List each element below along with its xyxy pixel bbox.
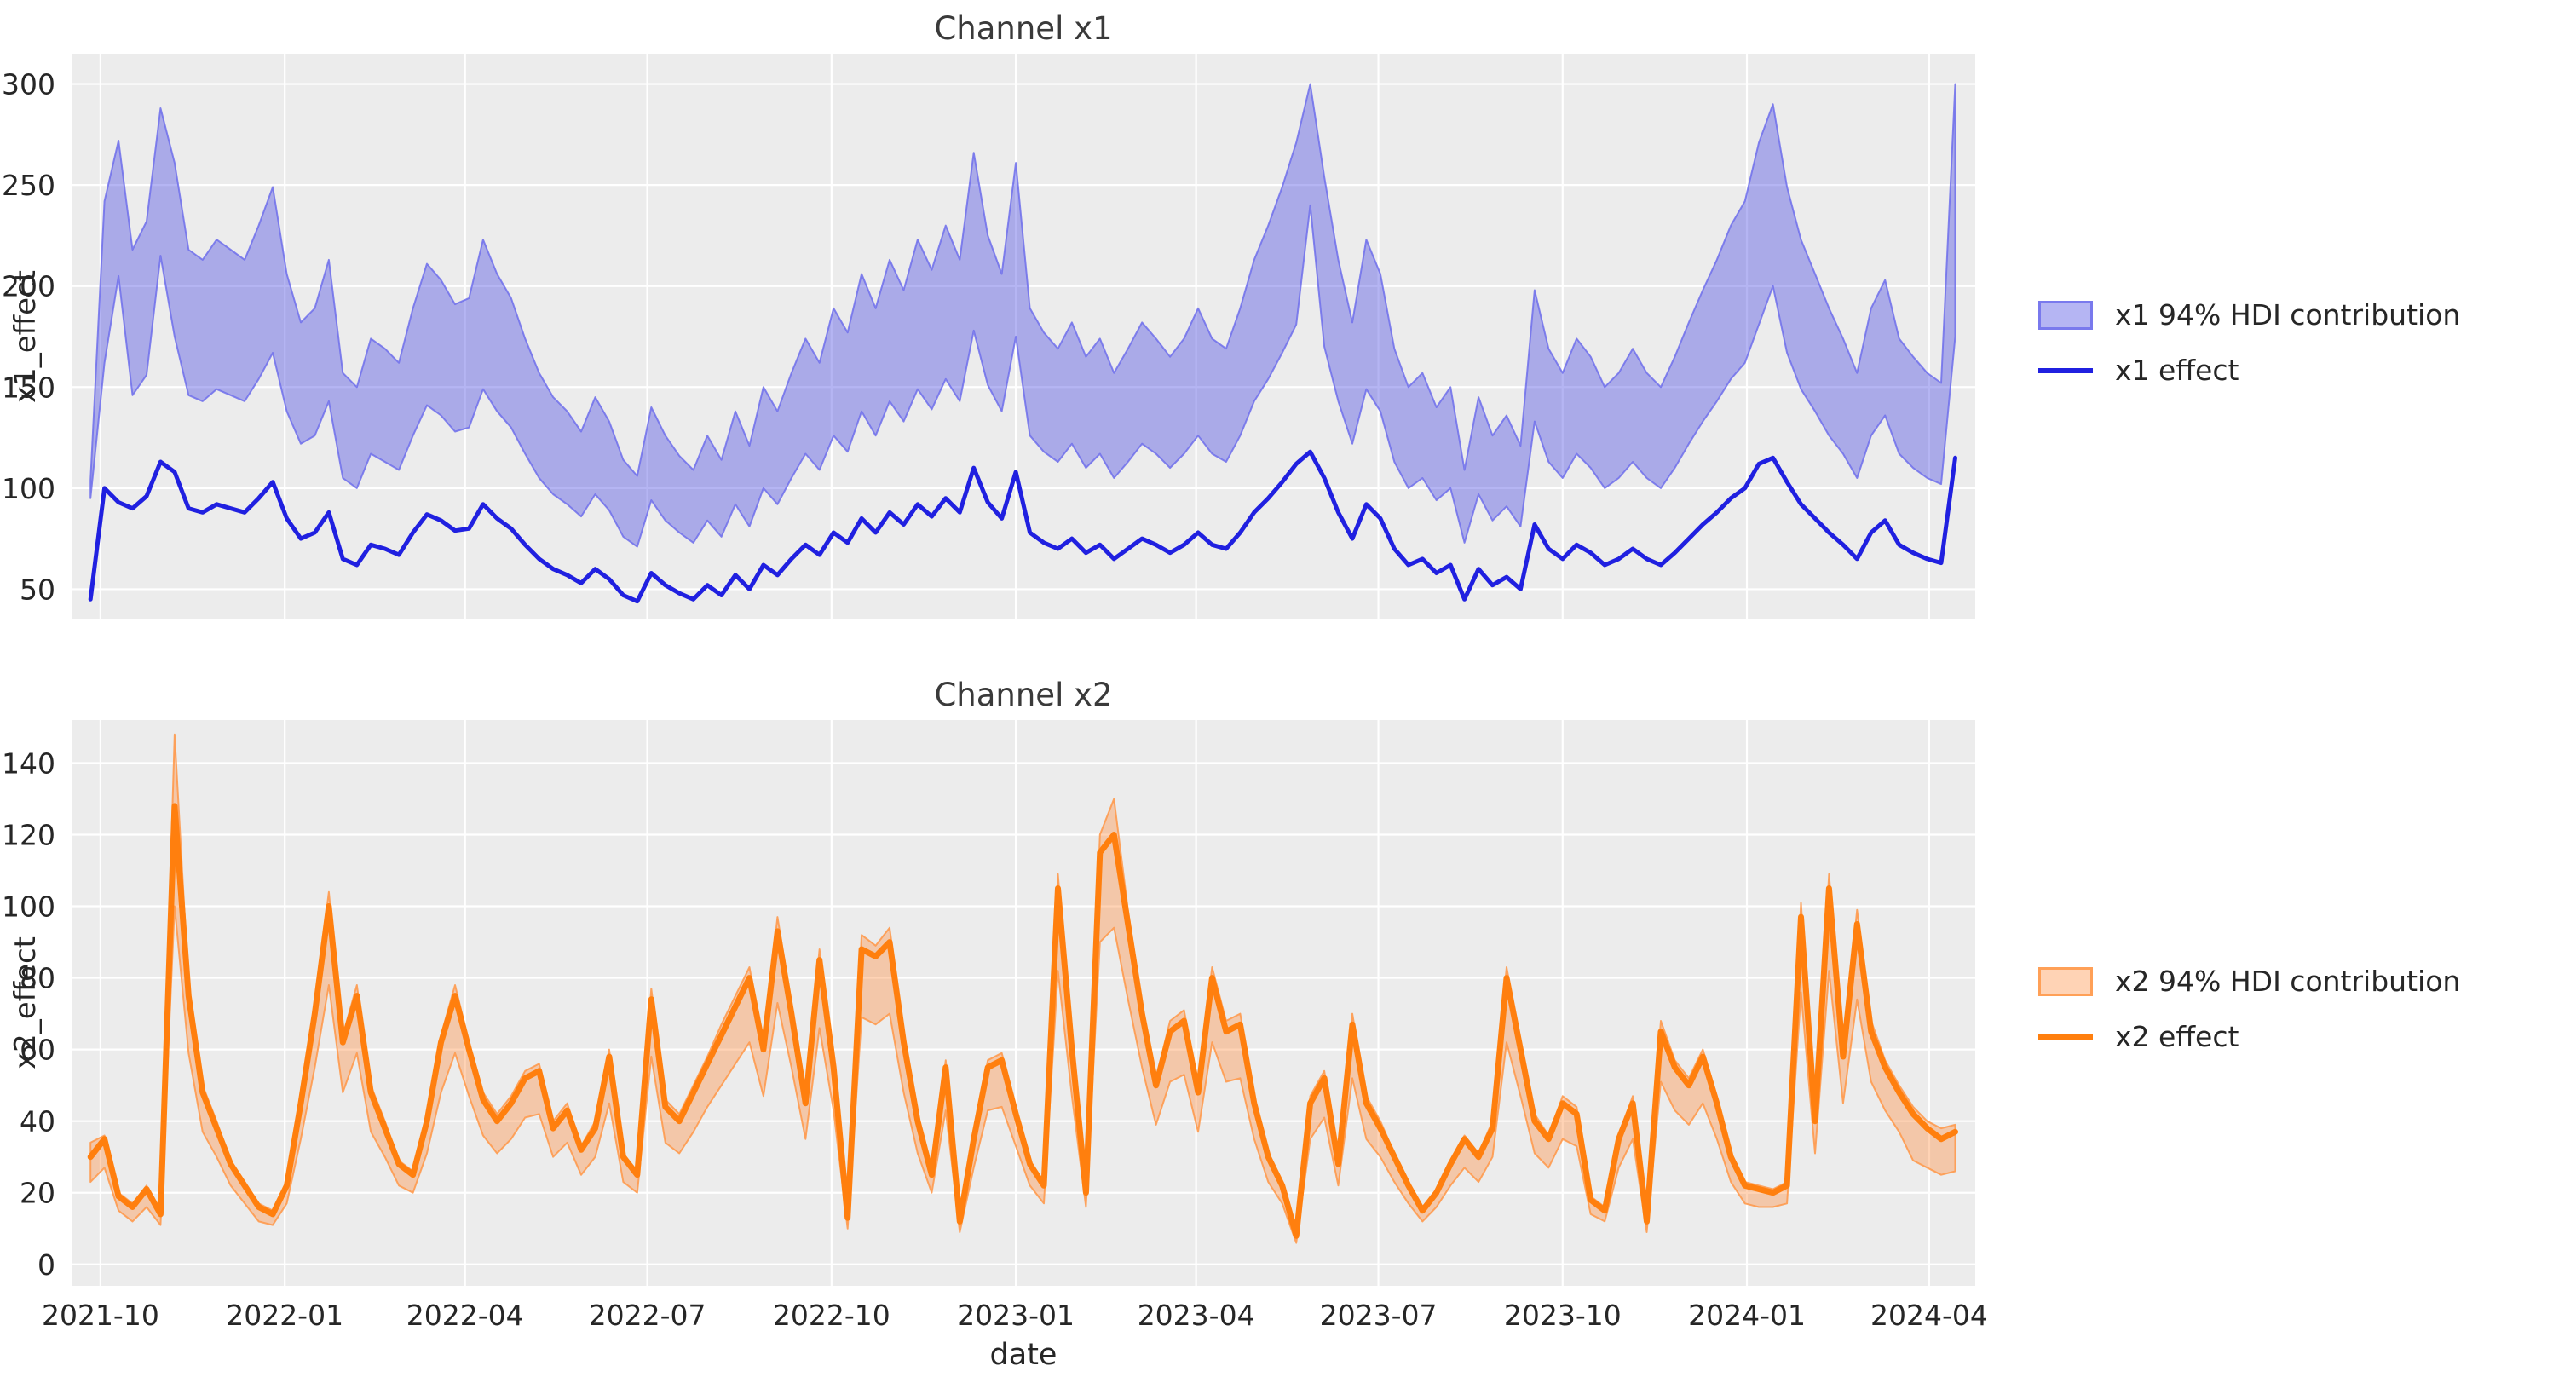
y-tick-label: 250 (2, 169, 55, 202)
y-tick-label: 40 (20, 1105, 55, 1138)
plot-area (72, 720, 1975, 1286)
plot-area (72, 54, 1975, 619)
legend-row: x2 effect (2038, 1020, 2460, 1053)
x-tick-label: 2024-01 (1688, 1299, 1806, 1332)
y-tick-label: 50 (20, 573, 55, 606)
effect-line-swatch (2038, 367, 2093, 373)
chart2-title: Channel x2 (934, 677, 1113, 713)
x-tick-label: 2023-10 (1504, 1299, 1622, 1332)
chart1-y-axis-label: x1_effect (9, 269, 43, 404)
y-tick-label: 300 (2, 68, 55, 101)
x-tick-label: 2022-10 (773, 1299, 890, 1332)
y-tick-label: 140 (2, 746, 55, 780)
y-tick-label: 60 (20, 1034, 55, 1067)
chart2-y-axis-label: x2_effect (9, 936, 43, 1070)
y-tick-label: 20 (20, 1177, 55, 1210)
effect-line (88, 449, 1957, 604)
y-tick-label: 150 (2, 371, 55, 404)
effect-line-swatch (2038, 1034, 2093, 1040)
y-tick-label: 100 (2, 472, 55, 505)
y-tick-label: 0 (37, 1248, 55, 1282)
legend-label: x2 effect (2115, 1020, 2239, 1053)
y-tick-label: 200 (2, 270, 55, 303)
y-tick-label: 80 (20, 962, 55, 995)
legend-label: x2 94% HDI contribution (2115, 965, 2461, 998)
hdi-band-swatch (2038, 966, 2093, 996)
legend-label: x1 94% HDI contribution (2115, 298, 2461, 331)
legend-row: x1 effect (2038, 354, 2460, 387)
legend-row: x1 94% HDI contribution (2038, 298, 2460, 331)
x-tick-label: 2022-04 (406, 1299, 524, 1332)
x-tick-label: 2024-04 (1870, 1299, 1988, 1332)
effect-line (87, 803, 1958, 1239)
x-axis-label: date (989, 1338, 1057, 1372)
x-tick-label: 2022-07 (589, 1299, 706, 1332)
chart2-legend: x2 94% HDI contribution x2 effect (2038, 965, 2460, 1053)
legend-row: x2 94% HDI contribution (2038, 965, 2460, 998)
x-tick-label: 2023-07 (1320, 1299, 1438, 1332)
x-tick-label: 2022-01 (226, 1299, 343, 1332)
y-tick-label: 120 (2, 818, 55, 851)
legend-label: x1 effect (2115, 354, 2239, 387)
x-tick-label: 2023-01 (957, 1299, 1075, 1332)
hdi-band (89, 83, 1956, 548)
chart1-legend: x1 94% HDI contribution x1 effect (2038, 298, 2460, 387)
x-tick-label: 2021-10 (42, 1299, 159, 1332)
hdi-band-swatch (2038, 300, 2093, 330)
x-tick-label: 2023-04 (1138, 1299, 1255, 1332)
chart1-title: Channel x1 (934, 10, 1113, 47)
y-tick-label: 100 (2, 890, 55, 924)
